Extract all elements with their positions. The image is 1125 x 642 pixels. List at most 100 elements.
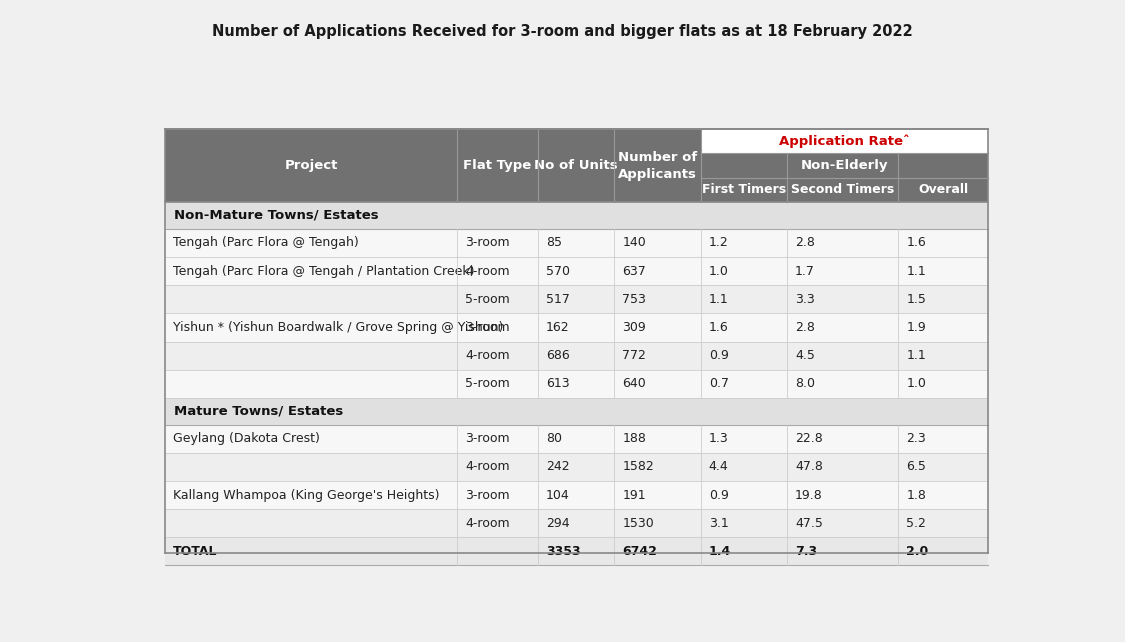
Text: 5.2: 5.2: [907, 517, 926, 530]
Bar: [165, 129, 988, 553]
Text: 1.9: 1.9: [907, 321, 926, 334]
Bar: [165, 313, 988, 342]
Text: No of Units: No of Units: [534, 159, 618, 172]
Text: 1.8: 1.8: [907, 489, 926, 501]
Bar: [165, 537, 988, 566]
Text: 1.0: 1.0: [907, 377, 926, 390]
Text: Kallang Whampoa (King George's Heights): Kallang Whampoa (King George's Heights): [173, 489, 440, 501]
Text: 517: 517: [546, 293, 569, 306]
Text: 1.2: 1.2: [709, 236, 729, 249]
Text: Mature Towns/ Estates: Mature Towns/ Estates: [173, 404, 343, 418]
Text: 5-room: 5-room: [465, 293, 510, 306]
Text: Number of
Applicants: Number of Applicants: [618, 150, 698, 180]
Text: 188: 188: [622, 432, 646, 445]
Text: 4-room: 4-room: [465, 349, 510, 362]
Text: 3-room: 3-room: [465, 236, 510, 249]
Text: Non-Mature Towns/ Estates: Non-Mature Towns/ Estates: [173, 209, 378, 222]
Text: 4-room: 4-room: [465, 265, 510, 277]
Text: 1.7: 1.7: [795, 265, 814, 277]
Text: 4.4: 4.4: [709, 460, 729, 473]
Text: 1.5: 1.5: [907, 293, 926, 306]
Bar: [165, 481, 988, 509]
Text: Second Timers: Second Timers: [791, 184, 894, 196]
Text: 4-room: 4-room: [465, 460, 510, 473]
Text: 640: 640: [622, 377, 646, 390]
Text: 85: 85: [546, 236, 561, 249]
Text: 309: 309: [622, 321, 646, 334]
Text: TOTAL: TOTAL: [173, 545, 217, 558]
Text: 1582: 1582: [622, 460, 654, 473]
Text: Tengah (Parc Flora @ Tengah / Plantation Creek): Tengah (Parc Flora @ Tengah / Plantation…: [173, 265, 475, 277]
Bar: [165, 398, 988, 424]
Bar: [165, 257, 988, 285]
Bar: [165, 509, 988, 537]
Bar: [165, 424, 988, 453]
Bar: [165, 285, 988, 313]
Bar: [165, 370, 988, 398]
Text: 5-room: 5-room: [465, 377, 510, 390]
Text: Overall: Overall: [918, 184, 969, 196]
Text: 0.9: 0.9: [709, 489, 729, 501]
Text: 0.9: 0.9: [709, 349, 729, 362]
Text: 0.7: 0.7: [709, 377, 729, 390]
Text: 47.8: 47.8: [795, 460, 824, 473]
Text: 637: 637: [622, 265, 646, 277]
Text: 19.8: 19.8: [795, 489, 822, 501]
Text: 1.1: 1.1: [907, 265, 926, 277]
Text: 242: 242: [546, 460, 569, 473]
Text: 1.6: 1.6: [907, 236, 926, 249]
Text: 1.4: 1.4: [709, 545, 731, 558]
Text: Project: Project: [285, 159, 338, 172]
Text: 191: 191: [622, 489, 646, 501]
Text: 3.1: 3.1: [709, 517, 729, 530]
Text: 3-room: 3-room: [465, 321, 510, 334]
Bar: [165, 129, 988, 202]
Text: Non-Elderly: Non-Elderly: [801, 159, 889, 172]
Text: 2.3: 2.3: [907, 432, 926, 445]
Text: Number of Applications Received for 3-room and bigger flats as at 18 February 20: Number of Applications Received for 3-ro…: [213, 24, 912, 39]
Text: 1.0: 1.0: [709, 265, 729, 277]
Text: 6742: 6742: [622, 545, 657, 558]
Bar: [701, 153, 988, 178]
Text: 47.5: 47.5: [795, 517, 824, 530]
Text: 3.3: 3.3: [795, 293, 814, 306]
Text: 686: 686: [546, 349, 569, 362]
Text: 162: 162: [546, 321, 569, 334]
Bar: [165, 342, 988, 370]
Text: 753: 753: [622, 293, 646, 306]
Bar: [165, 202, 988, 229]
Text: 140: 140: [622, 236, 646, 249]
Text: Yishun * (Yishun Boardwalk / Grove Spring @ Yishun): Yishun * (Yishun Boardwalk / Grove Sprin…: [173, 321, 503, 334]
Text: 22.8: 22.8: [795, 432, 822, 445]
Text: 2.8: 2.8: [795, 321, 814, 334]
Text: 7.3: 7.3: [795, 545, 817, 558]
Text: 772: 772: [622, 349, 646, 362]
Text: 104: 104: [546, 489, 569, 501]
Text: 570: 570: [546, 265, 569, 277]
Text: Application Rateˆ: Application Rateˆ: [780, 134, 910, 148]
Text: 1.1: 1.1: [907, 349, 926, 362]
Text: 1.6: 1.6: [709, 321, 729, 334]
Text: 2.0: 2.0: [907, 545, 928, 558]
Text: 1530: 1530: [622, 517, 654, 530]
Text: First Timers: First Timers: [702, 184, 786, 196]
Text: 4-room: 4-room: [465, 517, 510, 530]
Text: 613: 613: [546, 377, 569, 390]
Text: 6.5: 6.5: [907, 460, 926, 473]
Text: 294: 294: [546, 517, 569, 530]
Text: 3-room: 3-room: [465, 432, 510, 445]
Text: 2.8: 2.8: [795, 236, 814, 249]
Text: 4.5: 4.5: [795, 349, 814, 362]
Bar: [165, 229, 988, 257]
Text: 8.0: 8.0: [795, 377, 816, 390]
Text: 80: 80: [546, 432, 561, 445]
Text: 3353: 3353: [546, 545, 580, 558]
Text: Geylang (Dakota Crest): Geylang (Dakota Crest): [173, 432, 320, 445]
Bar: [701, 129, 988, 153]
Text: Flat Type: Flat Type: [464, 159, 532, 172]
Text: 1.3: 1.3: [709, 432, 729, 445]
Text: Tengah (Parc Flora @ Tengah): Tengah (Parc Flora @ Tengah): [173, 236, 359, 249]
Text: 1.1: 1.1: [709, 293, 729, 306]
Bar: [165, 453, 988, 481]
Text: 3-room: 3-room: [465, 489, 510, 501]
